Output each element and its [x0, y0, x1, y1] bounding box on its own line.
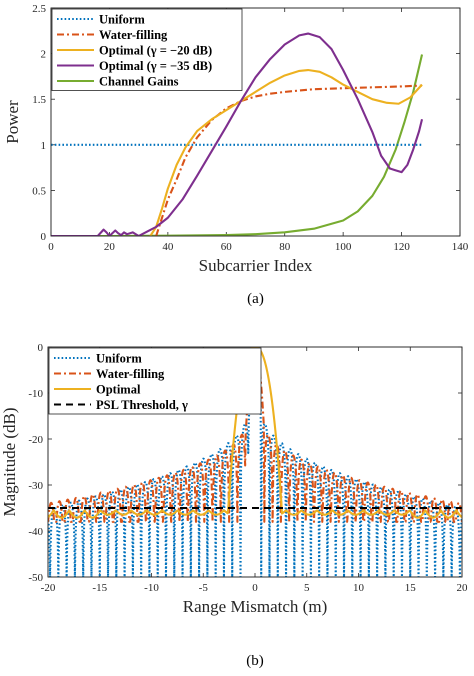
legend-label: Water-filling	[99, 28, 168, 42]
x-tick-label: 100	[335, 241, 352, 253]
legend-label: Optimal	[96, 383, 141, 397]
series-line-0	[48, 347, 462, 577]
x-tick-label: 20	[457, 582, 469, 594]
x-tick-label: 0	[252, 582, 258, 594]
x-tick-label: 10	[353, 582, 365, 594]
y-tick-label: -30	[28, 480, 43, 492]
y-tick-label: 0.5	[32, 185, 46, 197]
x-tick-label: 20	[104, 241, 116, 253]
x-tick-label: -10	[144, 582, 159, 594]
y-tick-label: 2	[41, 49, 47, 61]
x-tick-label: -5	[199, 582, 209, 594]
chart-a-border	[50, 7, 461, 237]
legend-box	[48, 347, 262, 415]
chart-b-caption: (b)	[246, 653, 264, 669]
chart-a-x-axis-label: Subcarrier Index	[199, 256, 313, 275]
series-line-2	[48, 347, 462, 519]
chart-b: -20 -15 -10 -5 0 5 10 15 200-10-20-30-40-50 Unif…	[0, 342, 468, 669]
chart-b-border	[47, 346, 463, 578]
x-tick-label: 140	[452, 241, 469, 253]
series-line-3	[51, 32, 424, 236]
y-tick-label: -50	[28, 572, 43, 584]
legend-label: PSL Threshold, γ	[96, 398, 188, 412]
x-tick-label: 60	[221, 241, 233, 253]
legend-label: Uniform	[96, 352, 142, 366]
chart-a-series	[51, 32, 424, 236]
y-tick-label: 1	[41, 140, 47, 152]
y-tick-label: -40	[28, 526, 43, 538]
y-tick-label: 0	[41, 231, 47, 243]
series-line-1	[48, 347, 462, 523]
x-tick-label: -15	[92, 582, 107, 594]
legend-label: Uniform	[99, 13, 145, 27]
legend-label: Optimal (γ = −20 dB)	[99, 44, 212, 58]
chart-b-series	[48, 347, 462, 577]
legend-label: Channel Gains	[99, 75, 179, 89]
chart-a-caption: (a)	[247, 291, 264, 307]
y-tick-label: -10	[28, 388, 43, 400]
x-tick-label: -20	[41, 582, 56, 594]
x-tick-label: 15	[405, 582, 417, 594]
x-tick-label: 80	[279, 241, 291, 253]
chart-b-ticks: -20 -15 -10 -5 0 5 10 15 200-10-20-30-40-50	[28, 342, 468, 594]
chart-a: 0 20 40 60 80 100 120 140 0 0.5 1 1.5 2 2.5 UniformWa…	[3, 3, 469, 307]
x-tick-label: 5	[304, 582, 310, 594]
chart-b-x-axis-label: Range Mismatch (m)	[183, 597, 327, 616]
series-line-4	[51, 54, 424, 236]
y-tick-label: -20	[28, 434, 43, 446]
chart-a-ticks: 0 20 40 60 80 100 120 140 0 0.5 1 1.5 2 2.5	[32, 3, 469, 253]
series-line-2	[149, 68, 423, 236]
chart-b-y-axis-label: Magnitude (dB)	[0, 407, 19, 516]
chart-a-y-axis-label: Power	[3, 100, 22, 144]
x-tick-label: 0	[48, 241, 54, 253]
legend-label: Optimal (γ = −35 dB)	[99, 59, 212, 73]
y-tick-label: 2.5	[32, 3, 46, 15]
legend-label: Water-filling	[96, 367, 165, 381]
x-tick-label: 40	[162, 241, 174, 253]
y-tick-label: 0	[38, 342, 44, 354]
x-tick-label: 120	[393, 241, 410, 253]
y-tick-label: 1.5	[32, 94, 46, 106]
